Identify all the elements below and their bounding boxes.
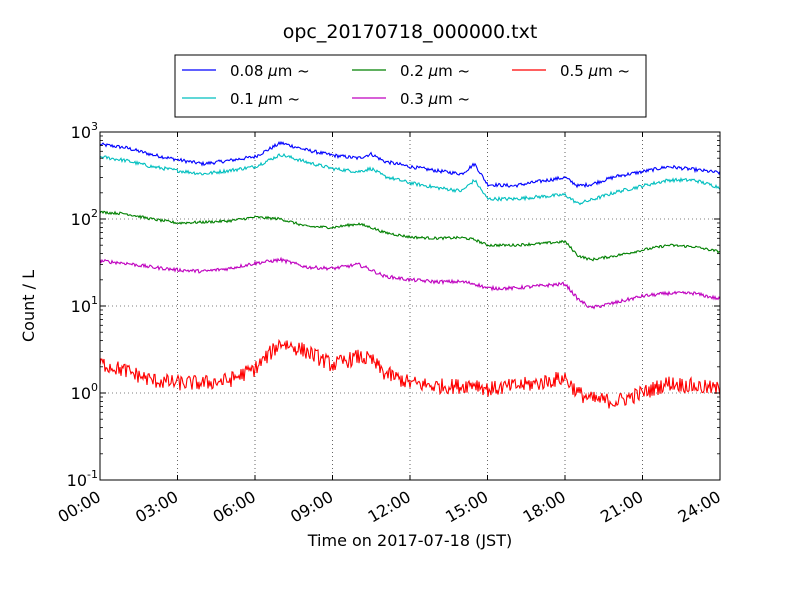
series-line <box>99 152 721 206</box>
x-tick-label: 09:00 <box>287 487 336 527</box>
legend-label: 0.08 μm ~ <box>230 62 310 80</box>
legend-label: 0.2 μm ~ <box>400 62 470 80</box>
x-axis-label: Time on 2017-07-18 (JST) <box>307 531 512 550</box>
x-tick-label: 15:00 <box>442 487 491 527</box>
legend-box <box>174 54 647 118</box>
axis-ticks: 00:00 03:00 06:00 09:00 12:00 15:00 18:00 21:00… <box>55 120 724 527</box>
series-line <box>99 338 721 409</box>
legend-label: 0.1 μm ~ <box>230 90 300 108</box>
legend: 0.08 μm ~ 0.1 μm ~ 0.2 μm ~ 0.3 μm ~ 0.5 μm … <box>174 54 647 118</box>
x-tick-label: 24:00 <box>675 487 724 527</box>
x-tick-label: 06:00 <box>210 487 259 527</box>
x-tick-label: 12:00 <box>365 487 414 527</box>
x-tick-label: 18:00 <box>520 487 569 527</box>
y-tick-label: 10-1 <box>67 468 98 490</box>
series-line <box>99 210 721 262</box>
series-line <box>99 140 721 189</box>
y-axis-label: Count / L <box>19 270 38 342</box>
y-tick-label: 101 <box>71 294 98 316</box>
legend-label: 0.3 μm ~ <box>400 90 470 108</box>
series-layer <box>99 140 721 409</box>
legend-label: 0.5 μm ~ <box>560 62 630 80</box>
y-tick-label: 103 <box>71 120 98 142</box>
x-tick-label: 21:00 <box>597 487 646 527</box>
x-tick-label: 00:00 <box>55 487 104 527</box>
chart-title: opc_20170718_000000.txt <box>283 21 538 43</box>
y-tick-label: 100 <box>71 381 98 403</box>
series-line <box>99 256 721 310</box>
y-tick-label: 102 <box>71 207 98 229</box>
x-tick-label: 03:00 <box>132 487 181 527</box>
grid <box>100 132 720 480</box>
